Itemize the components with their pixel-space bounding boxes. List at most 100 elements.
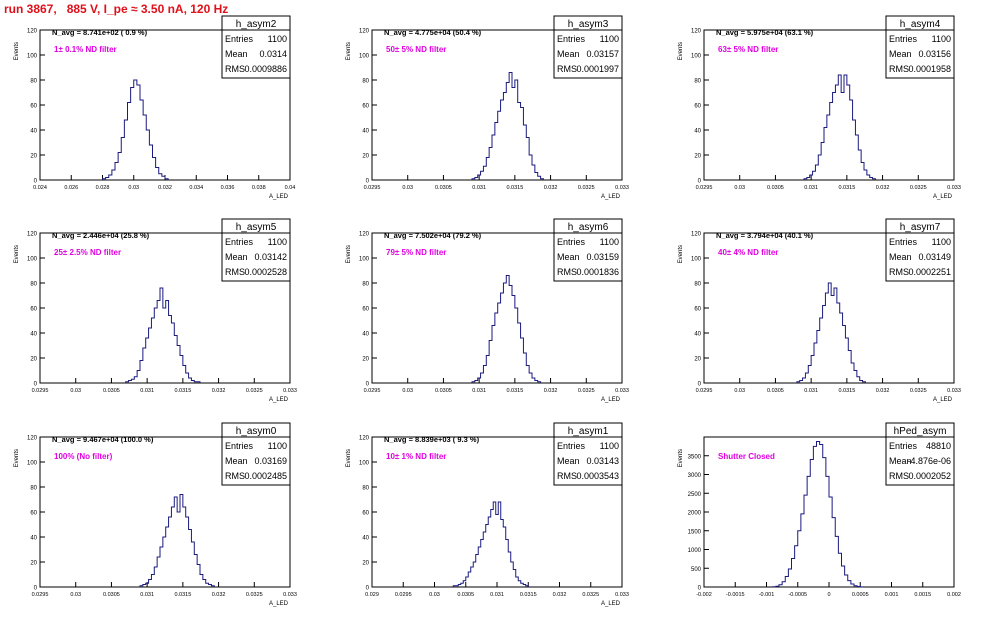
y-tick-label: 40 bbox=[30, 536, 37, 542]
y-tick-label: 80 bbox=[362, 282, 369, 288]
y-tick-label: 40 bbox=[694, 332, 701, 338]
stats-entries-label: Entries bbox=[557, 237, 586, 247]
navg-label: N_avg = 3.794e+04 (40.1 %) bbox=[716, 231, 814, 240]
histogram-series bbox=[796, 282, 866, 383]
stats-mean-label: Mean bbox=[225, 456, 248, 466]
stats-rms-label: RMS bbox=[889, 64, 909, 74]
x-tick-label: 0.0325 bbox=[582, 592, 599, 598]
stats-rms-value: 0.0009886 bbox=[244, 64, 287, 74]
x-tick-label: 0.0295 bbox=[395, 592, 412, 598]
y-tick-label: 20 bbox=[362, 357, 369, 363]
x-tick-label: 0.033 bbox=[615, 185, 629, 191]
x-tick-label: 0.033 bbox=[615, 388, 629, 394]
x-tick-label: 0.032 bbox=[212, 592, 226, 598]
navg-label: N_avg = 4.775e+04 (50.4 %) bbox=[384, 28, 482, 37]
stats-entries-label: Entries bbox=[225, 237, 254, 247]
x-tick-label: 0.031 bbox=[490, 592, 504, 598]
stats-entries-value: 1100 bbox=[268, 441, 287, 451]
stats-rms-value: 0.0002251 bbox=[908, 267, 951, 277]
stats-title: h_asym4 bbox=[900, 19, 941, 30]
stats-mean-label: Mean bbox=[225, 49, 248, 59]
filter-label: 25± 2.5% ND filter bbox=[54, 248, 121, 257]
y-tick-label: 2500 bbox=[688, 492, 702, 498]
y-tick-label: 0 bbox=[698, 586, 702, 592]
y-tick-label: 100 bbox=[359, 257, 370, 263]
y-tick-label: 60 bbox=[30, 307, 37, 313]
stats-title: h_asym5 bbox=[236, 222, 277, 233]
x-tick-label: 0.0305 bbox=[457, 592, 474, 598]
x-axis-label: A_LED bbox=[269, 397, 289, 403]
filter-label: 50± 5% ND filter bbox=[386, 45, 446, 54]
x-tick-label: 0.033 bbox=[283, 592, 297, 598]
navg-label: N_avg = 2.446e+04 (25.8 %) bbox=[52, 231, 150, 240]
stats-rms-label: RMS bbox=[889, 471, 909, 481]
stats-mean-value: 0.03169 bbox=[254, 456, 287, 466]
x-tick-label: 0.031 bbox=[804, 185, 818, 191]
y-tick-label: 100 bbox=[27, 461, 38, 467]
y-tick-label: 60 bbox=[694, 307, 701, 313]
x-tick-label: 0 bbox=[827, 592, 830, 598]
stats-entries-value: 1100 bbox=[600, 237, 619, 247]
stats-box bbox=[553, 422, 623, 486]
x-axis-label: A_LED bbox=[601, 601, 621, 607]
x-tick-label: 0.0295 bbox=[696, 388, 713, 394]
filter-label: 100% (No filter) bbox=[54, 452, 113, 461]
stats-entries-value: 1100 bbox=[268, 237, 287, 247]
x-tick-label: 0.03 bbox=[128, 185, 139, 191]
y-tick-label: 20 bbox=[30, 561, 37, 567]
stats-entries-value: 1100 bbox=[932, 34, 951, 44]
stats-rms-value: 0.0002052 bbox=[908, 471, 951, 481]
stats-entries-label: Entries bbox=[557, 34, 586, 44]
stats-mean-label: Mean bbox=[557, 49, 580, 59]
x-tick-label: 0.0315 bbox=[174, 592, 191, 598]
stats-mean-value: 0.03142 bbox=[254, 252, 287, 262]
x-tick-label: -0.001 bbox=[759, 592, 775, 598]
stats-rms-label: RMS bbox=[557, 471, 577, 481]
y-axis-label: Events bbox=[14, 42, 20, 60]
stats-mean-label: Mean bbox=[889, 456, 912, 466]
x-tick-label: 0.03 bbox=[734, 388, 745, 394]
histogram-panel-hPed_asym: 0 500 1000 1500 2000 2500 3000 3500 -0.002 -0.001… bbox=[678, 422, 961, 598]
histogram-series bbox=[471, 72, 544, 180]
x-tick-label: 0.0295 bbox=[32, 592, 49, 598]
y-axis-label: Events bbox=[346, 245, 352, 263]
y-axis-label: Events bbox=[678, 245, 684, 263]
y-tick-label: 0 bbox=[34, 179, 38, 185]
x-tick-label: 0.03 bbox=[402, 185, 413, 191]
navg-label: N_avg = 8.741e+02 ( 0.9 %) bbox=[52, 28, 148, 37]
stats-rms-label: RMS bbox=[557, 64, 577, 74]
stats-rms-label: RMS bbox=[225, 267, 245, 277]
stats-box bbox=[553, 218, 623, 282]
histogram-panel-h_asym5: 0 20 40 60 80 100 120 0.0295 0.03 0.0305 0.031 0.03… bbox=[14, 218, 297, 403]
x-tick-label: 0.032 bbox=[212, 388, 226, 394]
y-tick-label: 80 bbox=[30, 79, 37, 85]
histogram-series bbox=[471, 275, 542, 383]
y-tick-label: 20 bbox=[30, 154, 37, 160]
y-tick-label: 80 bbox=[694, 79, 701, 85]
x-tick-label: 0.024 bbox=[33, 185, 47, 191]
x-tick-label: 0.03 bbox=[70, 592, 81, 598]
histogram-panel-h_asym1: 0 20 40 60 80 100 120 0.029 0.0295 0.03 0.0305 0.03… bbox=[346, 422, 629, 607]
filter-label: 63± 5% ND filter bbox=[718, 45, 778, 54]
x-tick-label: 0.03 bbox=[734, 185, 745, 191]
stats-rms-value: 0.0001997 bbox=[576, 64, 619, 74]
y-tick-label: 60 bbox=[362, 511, 369, 517]
x-tick-label: 0.0295 bbox=[364, 388, 381, 394]
y-tick-label: 20 bbox=[362, 154, 369, 160]
x-tick-label: 0.0295 bbox=[32, 388, 49, 394]
navg-label: N_avg = 7.502e+04 (79.2 %) bbox=[384, 231, 482, 240]
y-tick-label: 120 bbox=[27, 436, 38, 442]
stats-entries-label: Entries bbox=[557, 441, 586, 451]
histogram-series bbox=[452, 501, 529, 587]
stats-title: hPed_asym bbox=[894, 426, 947, 437]
stats-title: h_asym2 bbox=[236, 19, 277, 30]
y-tick-label: 20 bbox=[362, 561, 369, 567]
x-tick-label: 0.03 bbox=[429, 592, 440, 598]
y-tick-label: 100 bbox=[359, 54, 370, 60]
x-tick-label: -0.0005 bbox=[788, 592, 807, 598]
y-tick-label: 80 bbox=[694, 282, 701, 288]
y-axis-label: Events bbox=[346, 42, 352, 60]
y-tick-label: 20 bbox=[30, 357, 37, 363]
x-tick-label: 0.034 bbox=[189, 185, 203, 191]
page-title: run 3867, 885 V, I_pe ≈ 3.50 nA, 120 Hz bbox=[4, 2, 229, 16]
